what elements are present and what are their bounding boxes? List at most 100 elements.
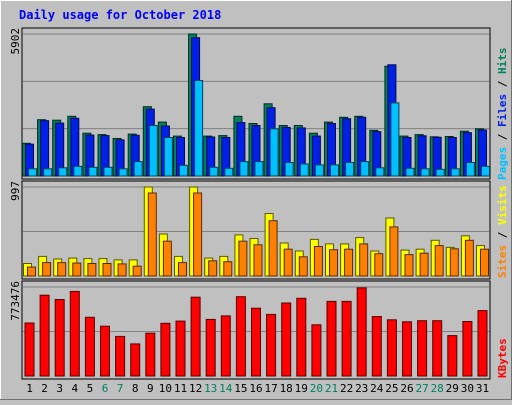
x-tick-label-day-21: 21 <box>325 382 338 395</box>
chart-title: Daily usage for October 2018 <box>19 8 221 22</box>
x-tick-label-day-19: 19 <box>295 382 308 395</box>
bar-kbytes-day-4 <box>69 290 80 377</box>
bar-sites-day-25 <box>389 226 399 277</box>
bar-sites-day-18 <box>283 248 293 277</box>
bar-pages-day-2 <box>43 168 53 177</box>
panel-2-ymax-label: 997 <box>9 181 22 201</box>
x-tick-label-day-15: 15 <box>234 382 247 395</box>
x-tick-label-day-27: 27 <box>415 382 428 395</box>
bar-sites-day-21 <box>329 249 338 277</box>
bar-sites-day-20 <box>313 246 323 277</box>
bar-pages-day-10 <box>163 137 173 177</box>
bar-kbytes-day-15 <box>235 296 246 377</box>
x-tick-label-day-25: 25 <box>385 382 398 395</box>
x-tick-label-day-29: 29 <box>446 382 459 395</box>
bar-kbytes-day-31 <box>477 310 488 377</box>
bar-pages-day-16 <box>254 161 264 177</box>
x-tick-label-day-31: 31 <box>476 382 489 395</box>
x-tick-label-day-14: 14 <box>219 382 233 395</box>
x-tick-label-day-18: 18 <box>280 382 293 395</box>
legend-hits: Hits <box>496 48 509 75</box>
bar-pages-day-4 <box>73 165 83 177</box>
bar-kbytes-day-2 <box>39 294 50 377</box>
legend-files: Files <box>496 94 509 127</box>
bar-sites-day-22 <box>344 248 354 277</box>
bar-kbytes-day-30 <box>462 321 473 377</box>
bar-kbytes-day-12 <box>190 296 201 377</box>
bar-sites-day-4 <box>72 262 82 277</box>
legend-sep-2: / <box>496 74 509 94</box>
bar-kbytes-day-24 <box>371 316 382 377</box>
x-tick-label-day-6: 6 <box>102 382 109 395</box>
bar-sites-day-6 <box>102 263 112 277</box>
legend-visits: Visits <box>496 185 509 225</box>
bar-files-day-2 <box>40 120 50 177</box>
bar-kbytes-day-14 <box>220 315 231 377</box>
legend-panel-3: KBytes <box>496 338 509 378</box>
legend-sites: Sites <box>496 245 509 278</box>
bar-sites-day-19 <box>298 256 308 277</box>
bar-pages-day-28 <box>435 168 445 177</box>
bar-kbytes-day-21 <box>326 300 337 377</box>
bar-sites-day-1 <box>27 266 36 277</box>
bar-kbytes-day-3 <box>54 299 65 377</box>
bar-kbytes-day-8 <box>130 343 141 377</box>
x-tick-label-day-9: 9 <box>147 382 154 395</box>
bar-sites-day-27 <box>419 252 429 277</box>
x-tick-label-day-11: 11 <box>174 382 187 395</box>
bar-sites-day-11 <box>178 262 187 277</box>
bar-pages-day-25 <box>390 102 400 177</box>
bar-sites-day-10 <box>162 240 172 277</box>
bar-pages-day-30 <box>465 162 475 177</box>
bar-kbytes-day-13 <box>205 318 216 377</box>
bar-pages-day-23 <box>360 161 370 177</box>
bar-kbytes-day-9 <box>145 332 156 377</box>
bar-sites-day-7 <box>117 263 127 277</box>
x-tick-label-day-4: 4 <box>71 382 78 395</box>
bar-kbytes-day-10 <box>160 322 171 377</box>
bar-sites-day-3 <box>57 262 67 277</box>
bar-sites-day-14 <box>223 261 233 277</box>
bar-pages-day-8 <box>133 161 143 177</box>
panel-1 <box>21 27 491 180</box>
bar-pages-day-31 <box>481 165 490 177</box>
x-tick-label-day-23: 23 <box>355 382 368 395</box>
bar-sites-day-2 <box>42 262 52 277</box>
bar-sites-day-26 <box>404 254 414 277</box>
x-tick-label-day-2: 2 <box>41 382 48 395</box>
bar-pages-day-12 <box>194 80 204 177</box>
legend-sep-3: / <box>496 225 509 245</box>
bar-sites-day-16 <box>253 244 263 277</box>
panel-1-ymax-label: 5902 <box>9 28 22 55</box>
bar-kbytes-day-17 <box>266 313 277 377</box>
bar-kbytes-day-29 <box>447 335 458 377</box>
x-tick-label-day-13: 13 <box>204 382 217 395</box>
x-tick-label-day-3: 3 <box>56 382 63 395</box>
x-tick-label-day-22: 22 <box>340 382 353 395</box>
bar-sites-day-13 <box>208 260 218 277</box>
bar-pages-day-9 <box>148 125 158 177</box>
x-tick-label-day-7: 7 <box>117 382 124 395</box>
x-tick-label-day-1: 1 <box>26 382 33 395</box>
bar-pages-day-19 <box>299 163 309 177</box>
bar-pages-day-17 <box>269 128 279 177</box>
x-tick-label-day-26: 26 <box>400 382 413 395</box>
bar-pages-day-21 <box>330 164 339 177</box>
bar-pages-day-3 <box>58 167 68 177</box>
legend-sep-1: / <box>496 127 509 147</box>
bar-sites-day-29 <box>449 248 459 277</box>
panel-2 <box>21 180 491 280</box>
x-tick-label-day-20: 20 <box>310 382 323 395</box>
bar-sites-day-12 <box>193 192 203 277</box>
bar-pages-day-11 <box>179 164 188 177</box>
bar-pages-day-27 <box>420 168 430 177</box>
bar-pages-day-18 <box>284 162 294 177</box>
bar-sites-day-17 <box>268 220 278 277</box>
bar-kbytes-day-5 <box>84 316 95 377</box>
panel-3-ymax-label: 773476 <box>9 281 22 321</box>
bar-sites-day-8 <box>132 265 142 277</box>
bar-pages-day-22 <box>345 162 355 177</box>
legend-pages: Pages <box>496 147 509 180</box>
